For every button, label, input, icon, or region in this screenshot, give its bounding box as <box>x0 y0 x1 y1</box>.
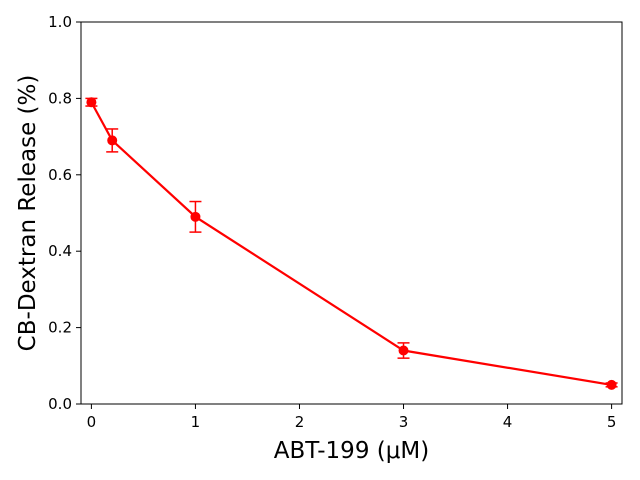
y-tick-label-5: 1.0 <box>48 13 72 31</box>
data-point-2 <box>190 211 201 222</box>
axis-ticks: 0 1 2 3 4 5 0.0 0.2 0.4 0.6 0.8 1.0 <box>48 13 616 431</box>
x-axis-title: ABT-199 (μM) <box>274 438 429 464</box>
x-tick-label-4: 4 <box>503 413 513 431</box>
y-tick-label-3: 0.6 <box>48 166 72 184</box>
y-tick-label-4: 0.8 <box>48 89 72 107</box>
data-point-4 <box>606 379 617 390</box>
x-tick-label-3: 3 <box>399 413 409 431</box>
data-point-0 <box>86 97 97 108</box>
data-point-1 <box>107 135 118 146</box>
plot-area <box>85 97 618 390</box>
x-tick-label-5: 5 <box>607 413 617 431</box>
y-axis-title: CB-Dextran Release (%) <box>15 75 41 352</box>
x-tick-label-1: 1 <box>191 413 201 431</box>
x-tick-label-0: 0 <box>87 413 97 431</box>
y-tick-label-0: 0.0 <box>48 395 72 413</box>
y-tick-label-1: 0.2 <box>48 319 72 337</box>
plot-frame <box>80 21 623 405</box>
series-line-0 <box>90 101 612 386</box>
data-point-3 <box>398 345 409 356</box>
y-tick-label-2: 0.4 <box>48 242 72 260</box>
x-tick-label-2: 2 <box>295 413 305 431</box>
